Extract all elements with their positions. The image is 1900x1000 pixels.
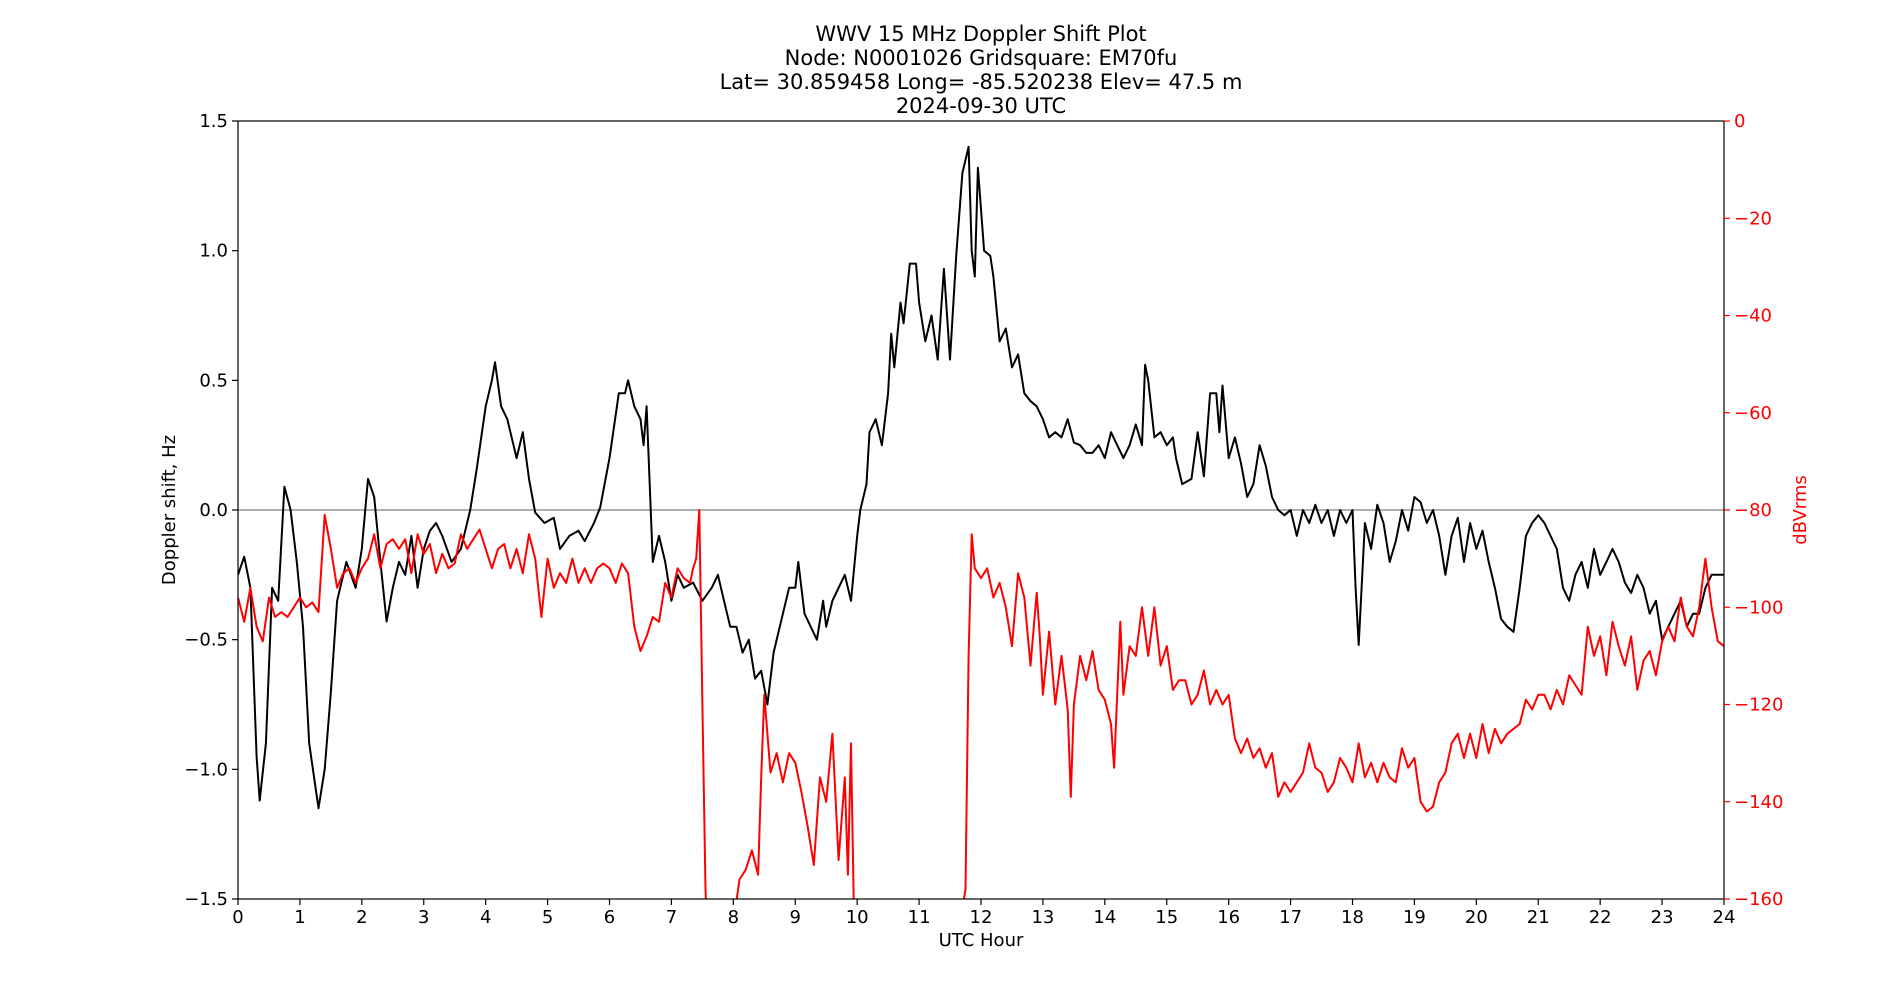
x-tick-label: 24 bbox=[1713, 907, 1736, 928]
x-tick-label: 14 bbox=[1093, 907, 1116, 928]
x-tick-label: 3 bbox=[418, 907, 429, 928]
x-tick-label: 13 bbox=[1031, 907, 1054, 928]
x-tick-label: 19 bbox=[1403, 907, 1426, 928]
title-line-2: Node: N0001026 Gridsquare: EM70fu bbox=[785, 46, 1178, 70]
y-left-tick-label: 0.5 bbox=[199, 370, 228, 391]
x-tick-label: 9 bbox=[790, 907, 801, 928]
title-line-1: WWV 15 MHz Doppler Shift Plot bbox=[815, 22, 1146, 46]
x-tick-label: 4 bbox=[480, 907, 491, 928]
x-tick-label: 22 bbox=[1589, 907, 1612, 928]
x-tick-label: 20 bbox=[1465, 907, 1488, 928]
x-tick-label: 12 bbox=[970, 907, 993, 928]
x-tick-label: 5 bbox=[542, 907, 553, 928]
x-tick-label: 21 bbox=[1527, 907, 1550, 928]
x-tick-label: 16 bbox=[1217, 907, 1240, 928]
y-left-tick-label: 0.0 bbox=[199, 500, 228, 521]
x-tick-label: 15 bbox=[1155, 907, 1178, 928]
power-series-line bbox=[238, 509, 1724, 899]
y-right-tick-label: −80 bbox=[1734, 500, 1772, 521]
x-tick-label: 6 bbox=[604, 907, 615, 928]
y-right-tick-label: −140 bbox=[1734, 792, 1783, 813]
x-tick-label: 8 bbox=[728, 907, 739, 928]
chart-title: WWV 15 MHz Doppler Shift Plot Node: N000… bbox=[720, 22, 1243, 118]
y-right-tick-label: −120 bbox=[1734, 695, 1783, 716]
y-left-tick-label: 1.5 bbox=[199, 111, 228, 132]
x-tick-label: 1 bbox=[294, 907, 305, 928]
y-right-tick-label: −160 bbox=[1734, 889, 1783, 910]
y-axis-title-right: dBVrms bbox=[1790, 475, 1811, 545]
x-tick-label: 10 bbox=[846, 907, 869, 928]
y-left-tick-label: −1.5 bbox=[184, 889, 228, 910]
y-left-tick-label: −1.0 bbox=[184, 759, 228, 780]
x-tick-label: 7 bbox=[666, 907, 677, 928]
doppler-series-line bbox=[238, 145, 1724, 810]
y-right-tick-label: 0 bbox=[1734, 111, 1745, 132]
y-right-tick-label: −100 bbox=[1734, 597, 1783, 618]
x-tick-label: 17 bbox=[1279, 907, 1302, 928]
x-tick-label: 18 bbox=[1341, 907, 1364, 928]
y-right-tick-label: −20 bbox=[1734, 208, 1772, 229]
x-tick-label: 23 bbox=[1651, 907, 1674, 928]
title-line-3: Lat= 30.859458 Long= -85.520238 Elev= 47… bbox=[720, 70, 1243, 94]
x-tick-label: 2 bbox=[356, 907, 367, 928]
title-line-4: 2024-09-30 UTC bbox=[896, 94, 1066, 118]
x-tick-label: 11 bbox=[908, 907, 931, 928]
x-tick-label: 0 bbox=[232, 907, 243, 928]
y-left-tick-label: −0.5 bbox=[184, 630, 228, 651]
y-right-tick-label: −40 bbox=[1734, 306, 1772, 327]
x-axis-title: UTC Hour bbox=[939, 930, 1024, 951]
y-axis-title-left: Doppler shift, Hz bbox=[159, 435, 180, 585]
y-left-tick-label: 1.0 bbox=[199, 241, 228, 262]
y-right-tick-label: −60 bbox=[1734, 403, 1772, 424]
